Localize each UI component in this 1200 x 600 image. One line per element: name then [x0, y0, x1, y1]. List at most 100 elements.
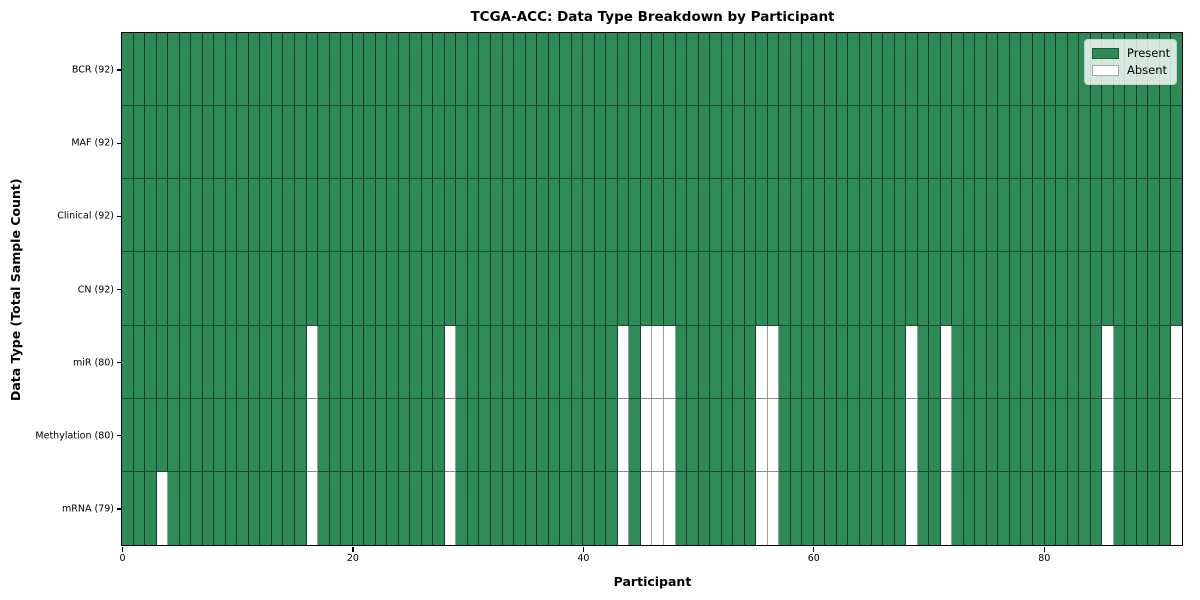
- heatmap-cell: [156, 252, 169, 326]
- heatmap-cell: [1044, 33, 1057, 107]
- heatmap-cell: [825, 106, 837, 180]
- heatmap-cell: [1090, 106, 1103, 180]
- legend-entry: Present: [1092, 45, 1170, 62]
- heatmap-cell: [433, 179, 445, 253]
- heatmap-cell: [1113, 471, 1126, 545]
- heatmap-cell: [156, 179, 169, 253]
- heatmap-cell: [537, 33, 549, 107]
- heatmap-cell: [929, 471, 941, 545]
- x-axis-tick-label: 0: [119, 553, 126, 564]
- heatmap-cell: [825, 471, 837, 545]
- heatmap-cell: [352, 106, 365, 180]
- heatmap-cell: [848, 471, 860, 545]
- heatmap-cell: [1148, 471, 1160, 545]
- heatmap-cell: [606, 33, 618, 107]
- heatmap-cell: [410, 471, 422, 545]
- heatmap-cell: [640, 106, 653, 180]
- heatmap-cell: [318, 106, 330, 180]
- heatmap-cell: [733, 252, 745, 326]
- heatmap-cell: [387, 325, 399, 399]
- heatmap-cell: [606, 471, 618, 545]
- heatmap-cell: [237, 471, 249, 545]
- heatmap-cell: [836, 106, 849, 180]
- heatmap-cell: [606, 398, 618, 472]
- heatmap-cell: [283, 106, 295, 180]
- heatmap-cell: [813, 398, 826, 472]
- heatmap-cell: [917, 106, 930, 180]
- heatmap-cell: [398, 106, 411, 180]
- heatmap-cell: [790, 252, 803, 326]
- heatmap-cell: [929, 398, 941, 472]
- heatmap-cell: [156, 325, 169, 399]
- heatmap-cell: [1044, 106, 1057, 180]
- heatmap-cell: [145, 179, 157, 253]
- heatmap-cell: [479, 33, 491, 107]
- y-tick-mark: [117, 288, 122, 291]
- heatmap-cell: [756, 398, 768, 472]
- heatmap-cell: [525, 252, 538, 326]
- heatmap-cell: [271, 325, 284, 399]
- heatmap-cell: [294, 252, 307, 326]
- heatmap-cell: [906, 325, 918, 399]
- heatmap-cell: [698, 325, 711, 399]
- heatmap-cell: [929, 179, 941, 253]
- heatmap-cell: [225, 325, 238, 399]
- heatmap-cell: [237, 325, 249, 399]
- heatmap-cell: [779, 471, 791, 545]
- heatmap-cell: [467, 398, 480, 472]
- heatmap-cell: [145, 471, 157, 545]
- heatmap-cell: [986, 179, 999, 253]
- heatmap-cell: [894, 179, 907, 253]
- x-axis-tick-label: 60: [807, 553, 820, 564]
- heatmap-cell: [387, 33, 399, 107]
- heatmap-cell: [1032, 106, 1045, 180]
- heatmap-cell: [248, 252, 261, 326]
- heatmap-cell: [663, 179, 676, 253]
- heatmap-cell: [779, 33, 791, 107]
- heatmap-cell: [168, 179, 180, 253]
- heatmap-cell: [825, 179, 837, 253]
- heatmap-cell: [940, 179, 953, 253]
- heatmap-cell: [352, 252, 365, 326]
- heatmap-cell: [825, 252, 837, 326]
- heatmap-cell: [1021, 179, 1033, 253]
- heatmap-cell: [640, 179, 653, 253]
- heatmap-cell: [1171, 252, 1182, 326]
- heatmap-cell: [733, 325, 745, 399]
- heatmap-cell: [802, 325, 814, 399]
- heatmap-cell: [975, 106, 987, 180]
- heatmap-cell: [744, 325, 757, 399]
- heatmap-cell: [444, 325, 457, 399]
- heatmap-cell: [1148, 325, 1160, 399]
- heatmap-cell: [421, 106, 434, 180]
- heatmap-cell: [802, 106, 814, 180]
- heatmap-cell: [341, 33, 353, 107]
- y-axis-tick-label: Methylation (80): [35, 430, 114, 442]
- heatmap-cell: [341, 106, 353, 180]
- heatmap-cell: [248, 398, 261, 472]
- heatmap-cell: [975, 33, 987, 107]
- heatmap-cell: [871, 252, 884, 326]
- heatmap-cell: [906, 398, 918, 472]
- legend-swatch-absent-icon: [1092, 65, 1119, 76]
- heatmap-cell: [1090, 471, 1103, 545]
- heatmap-cell: [410, 398, 422, 472]
- heatmap-cell: [825, 398, 837, 472]
- heatmap-cell: [883, 106, 895, 180]
- heatmap-cell: [525, 471, 538, 545]
- heatmap-cell: [986, 33, 999, 107]
- heatmap-cell: [1067, 471, 1080, 545]
- heatmap-cell: [767, 179, 780, 253]
- heatmap-cell: [444, 471, 457, 545]
- heatmap-cell: [122, 106, 134, 180]
- heatmap-cell: [1044, 471, 1057, 545]
- heatmap-cell: [986, 325, 999, 399]
- heatmap-cell: [698, 33, 711, 107]
- heatmap-cell: [456, 106, 468, 180]
- x-tick-mark: [121, 547, 124, 552]
- heatmap-cell: [975, 325, 987, 399]
- heatmap-cell: [1136, 398, 1149, 472]
- heatmap-cell: [1044, 252, 1057, 326]
- heatmap-cell: [767, 106, 780, 180]
- heatmap-cell: [1009, 398, 1022, 472]
